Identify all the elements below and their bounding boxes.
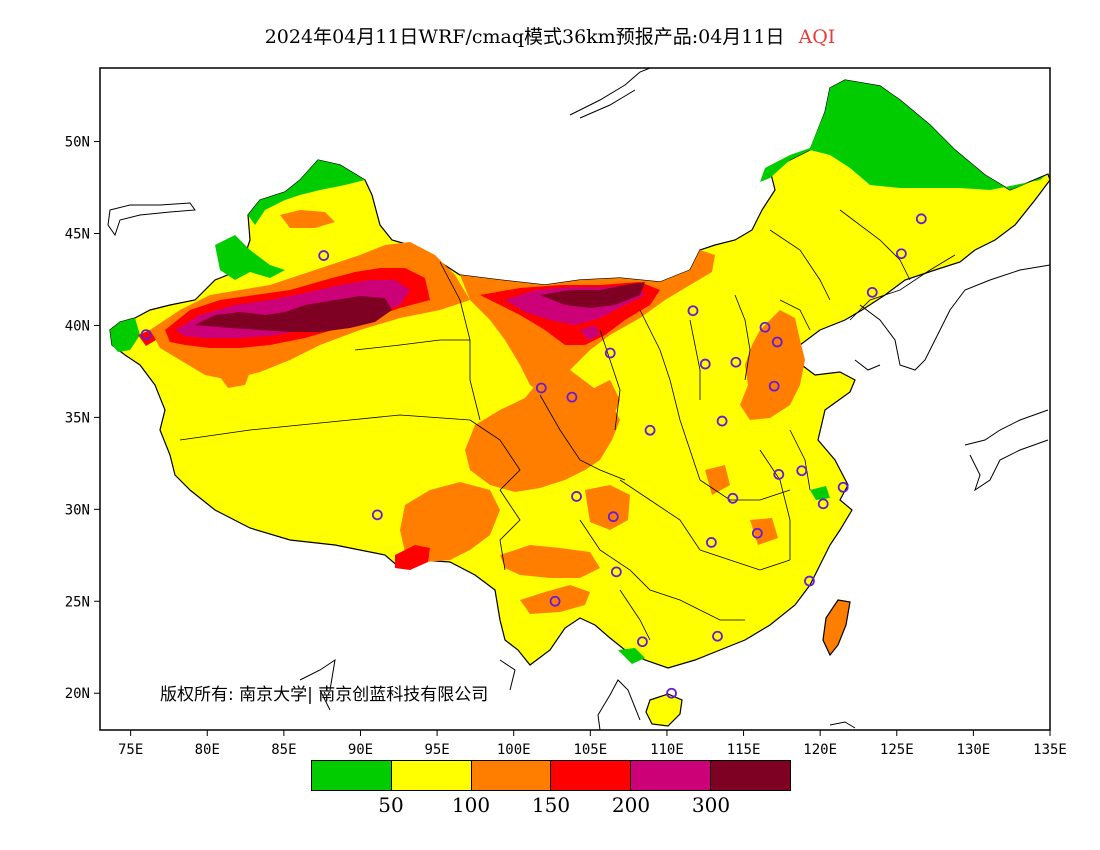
legend-swatch xyxy=(312,761,392,790)
city-marker xyxy=(915,213,927,225)
unhealthy-kashgar xyxy=(138,330,156,346)
legend-swatch xyxy=(551,761,632,790)
city-marker xyxy=(140,329,152,341)
city-marker xyxy=(318,250,330,261)
good-south-guangxi xyxy=(618,648,645,664)
legend-label: 50 xyxy=(378,793,404,817)
title-main: 2024年04月11日WRF/cmaq模式36km预报产品:04月11日 xyxy=(264,26,785,48)
legend-swatch xyxy=(711,761,790,790)
good-nw-altai xyxy=(248,160,365,225)
city-marker xyxy=(716,415,728,427)
city-marker xyxy=(666,687,677,699)
city-marker xyxy=(637,636,648,648)
usg-xinjiang-north xyxy=(280,210,335,228)
aqi-legend xyxy=(311,760,791,791)
unhealthy-tibet-se xyxy=(395,545,430,570)
city-marker xyxy=(604,347,616,359)
aqi-field xyxy=(107,67,1051,731)
city-marker xyxy=(571,491,582,502)
city-marker xyxy=(607,511,619,523)
lat-tick-label: 35N xyxy=(65,410,90,426)
city-marker xyxy=(644,424,656,436)
good-shanghai xyxy=(810,486,830,500)
legend-label: 100 xyxy=(451,793,491,817)
lat-tick-label: 30N xyxy=(65,502,90,518)
city-marker xyxy=(768,380,780,392)
copyright-notice: 版权所有: 南京大学| 南京创蓝科技有限公司 xyxy=(160,685,489,705)
usg-west-tibet xyxy=(215,365,250,388)
usg-north-china-plain xyxy=(740,310,805,420)
legend-label: 300 xyxy=(691,793,731,817)
city-marker xyxy=(837,481,849,493)
legend-swatch xyxy=(471,761,552,790)
taiwan-island xyxy=(822,599,851,657)
very-unhealthy-small xyxy=(580,325,600,340)
china-landmass xyxy=(109,79,1051,669)
city-marker xyxy=(804,575,815,587)
lon-tick-label: 125E xyxy=(880,742,914,758)
usg-guizhou xyxy=(500,545,600,578)
lat-tick-label: 40N xyxy=(65,318,90,334)
good-kashgar xyxy=(110,318,140,352)
city-marker xyxy=(866,286,878,298)
city-marker xyxy=(705,537,717,548)
lon-tick-label: 115E xyxy=(727,742,761,758)
city-marker xyxy=(796,465,808,477)
legend-swatch xyxy=(631,761,712,790)
usg-yunnan xyxy=(520,585,590,614)
hazardous-tarim xyxy=(195,296,392,332)
latitude-axis: 20N 25N 30N 35N 40N 45N 50N xyxy=(65,135,100,702)
usg-qinghai-sichuan xyxy=(465,370,620,492)
good-ne xyxy=(760,80,1045,190)
usg-tibet-se xyxy=(400,482,500,562)
city-marker xyxy=(566,391,578,403)
usg-shaanxi xyxy=(590,380,620,420)
lat-tick-label: 20N xyxy=(65,686,90,702)
city-marker xyxy=(712,630,723,642)
city-marker xyxy=(371,509,383,521)
city-marker xyxy=(895,248,907,260)
city-marker xyxy=(535,382,547,394)
lon-tick-label: 90E xyxy=(348,742,373,758)
legend-swatch xyxy=(391,761,472,790)
lon-tick-label: 75E xyxy=(118,742,143,758)
lat-tick-label: 45N xyxy=(65,227,90,243)
city-markers xyxy=(140,213,927,699)
city-marker xyxy=(687,305,699,317)
legend-label: 200 xyxy=(611,793,651,817)
lat-tick-label: 50N xyxy=(65,135,90,151)
city-marker xyxy=(610,566,622,578)
city-marker xyxy=(699,358,711,370)
lon-tick-label: 105E xyxy=(573,742,607,758)
longitude-axis: 75E 80E 85E 90E 95E 100E 105E 110E 115E 120E 125E 1… xyxy=(118,730,1067,758)
city-marker xyxy=(730,356,742,368)
province-boundaries xyxy=(179,209,956,641)
map-title: 2024年04月11日WRF/cmaq模式36km预报产品:04月11日 AQI xyxy=(0,22,1100,49)
lat-tick-label: 25N xyxy=(65,594,90,610)
city-marker xyxy=(751,527,763,539)
city-marker xyxy=(549,595,561,607)
coastlines xyxy=(107,67,1051,731)
lon-tick-label: 95E xyxy=(424,742,449,758)
hazardous-mongolia xyxy=(540,282,645,308)
title-variable: AQI xyxy=(798,26,836,48)
hainan-island xyxy=(645,693,683,727)
city-marker xyxy=(727,492,739,504)
lon-tick-label: 85E xyxy=(271,742,296,758)
city-marker xyxy=(817,498,829,510)
good-nw-ili xyxy=(215,235,285,280)
lon-tick-label: 130E xyxy=(957,742,991,758)
usg-sichuan-basin xyxy=(585,485,630,530)
lon-tick-label: 120E xyxy=(803,742,837,758)
city-marker xyxy=(771,336,783,348)
legend-label: 150 xyxy=(531,793,571,817)
lon-tick-label: 80E xyxy=(195,742,220,758)
lon-tick-label: 135E xyxy=(1033,742,1067,758)
city-marker xyxy=(773,468,785,480)
city-marker xyxy=(759,321,771,333)
lon-tick-label: 110E xyxy=(650,742,684,758)
lon-tick-label: 100E xyxy=(497,742,531,758)
